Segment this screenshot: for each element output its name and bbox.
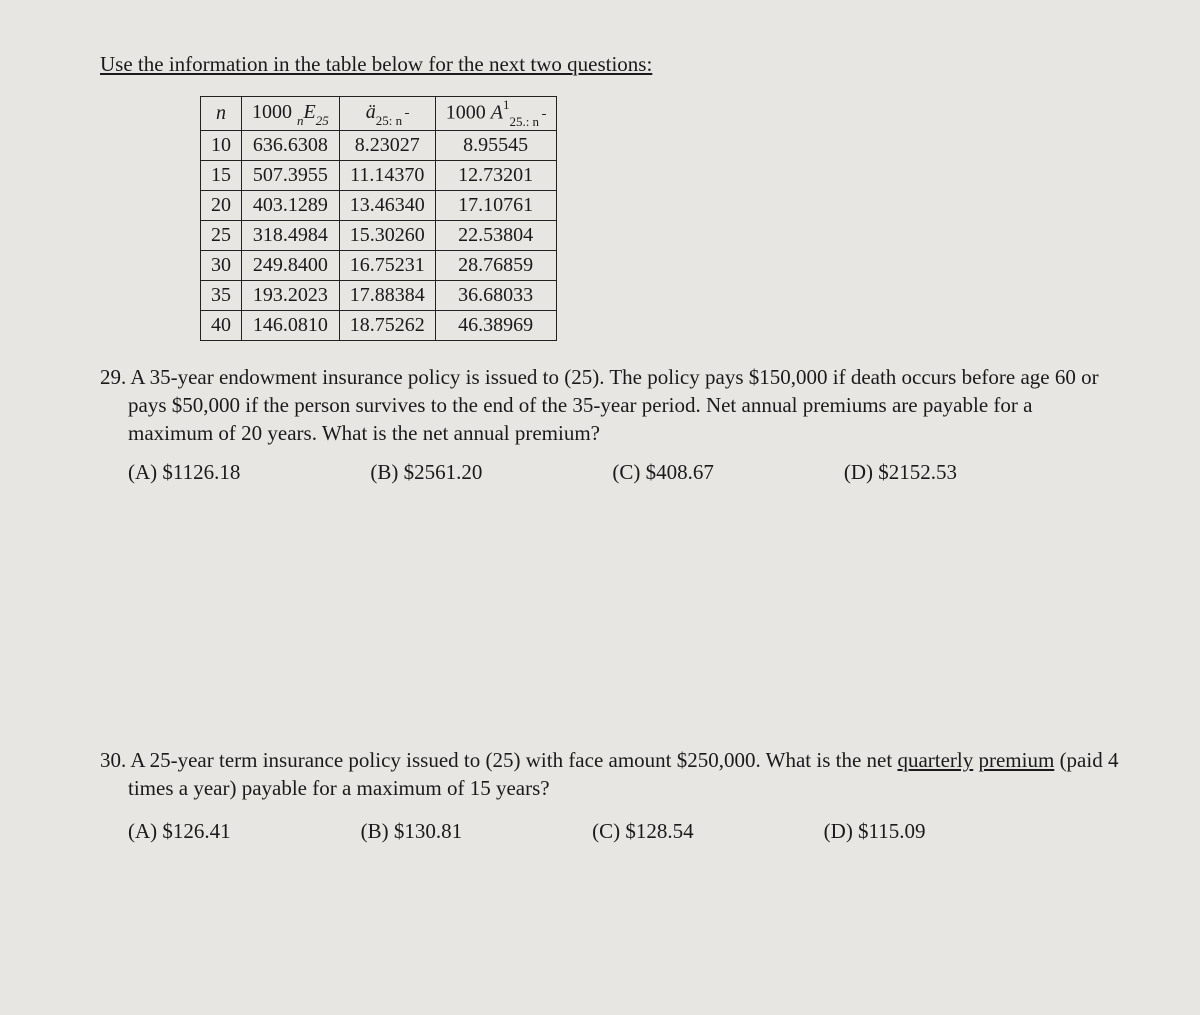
table-cell: 40: [201, 310, 242, 340]
table-cell: 35: [201, 280, 242, 310]
table-cell: 30: [201, 250, 242, 280]
table-cell: 13.46340: [339, 190, 435, 220]
table-cell: 20: [201, 190, 242, 220]
q30-opt-b: (B) $130.81: [361, 817, 463, 845]
table-row: 35193.202317.8838436.68033: [201, 280, 557, 310]
table-row: 30249.840016.7523128.76859: [201, 250, 557, 280]
table-cell: 46.38969: [435, 310, 556, 340]
table-cell: 15: [201, 160, 242, 190]
table-cell: 17.88384: [339, 280, 435, 310]
th-col3: 1000 A125.: n: [435, 97, 556, 130]
table-row: 25318.498415.3026022.53804: [201, 220, 557, 250]
table-cell: 36.68033: [435, 280, 556, 310]
table-cell: 318.4984: [242, 220, 340, 250]
table-cell: 28.76859: [435, 250, 556, 280]
th-col1: 1000 nE25: [242, 97, 340, 130]
table-cell: 17.10761: [435, 190, 556, 220]
table-cell: 193.2023: [242, 280, 340, 310]
table-row: 20403.128913.4634017.10761: [201, 190, 557, 220]
q30-options: (A) $126.41 (B) $130.81 (C) $128.54 (D) …: [100, 817, 1120, 845]
table-row: 15507.395511.1437012.73201: [201, 160, 557, 190]
table-cell: 12.73201: [435, 160, 556, 190]
table-cell: 249.8400: [242, 250, 340, 280]
table-cell: 22.53804: [435, 220, 556, 250]
table-cell: 8.95545: [435, 130, 556, 160]
question-30: 30. A 25-year term insurance policy issu…: [100, 746, 1120, 803]
q30-opt-a: (A) $126.41: [128, 817, 231, 845]
table-cell: 8.23027: [339, 130, 435, 160]
table-cell: 636.6308: [242, 130, 340, 160]
table-cell: 15.30260: [339, 220, 435, 250]
table-cell: 25: [201, 220, 242, 250]
q29-opt-c: (C) $408.67: [612, 458, 714, 486]
q30-text: A 25-year term insurance policy issued t…: [128, 748, 1118, 800]
q29-text: A 35-year endowment insurance policy is …: [128, 365, 1099, 446]
table-cell: 16.75231: [339, 250, 435, 280]
table-cell: 403.1289: [242, 190, 340, 220]
q30-opt-d: (D) $115.09: [824, 817, 926, 845]
table-cell: 146.0810: [242, 310, 340, 340]
table-cell: 18.75262: [339, 310, 435, 340]
table-cell: 10: [201, 130, 242, 160]
q29-opt-a: (A) $1126.18: [128, 458, 240, 486]
actuarial-table: n 1000 nE25 ä25: n 1000 A125.: n 10636.6…: [200, 96, 557, 340]
q29-opt-d: (D) $2152.53: [844, 458, 957, 486]
q30-number: 30.: [100, 748, 126, 772]
th-col2: ä25: n: [339, 97, 435, 130]
table-row: 40146.081018.7526246.38969: [201, 310, 557, 340]
table-body: 10636.63088.230278.9554515507.395511.143…: [201, 130, 557, 340]
table-cell: 11.14370: [339, 160, 435, 190]
instruction-text: Use the information in the table below f…: [100, 50, 1120, 78]
q30-opt-c: (C) $128.54: [592, 817, 694, 845]
th-n: n: [201, 97, 242, 130]
question-29: 29. A 35-year endowment insurance policy…: [100, 363, 1120, 448]
table-cell: 507.3955: [242, 160, 340, 190]
q29-options: (A) $1126.18 (B) $2561.20 (C) $408.67 (D…: [100, 458, 1120, 486]
q29-opt-b: (B) $2561.20: [370, 458, 482, 486]
q29-number: 29.: [100, 365, 126, 389]
table-row: 10636.63088.230278.95545: [201, 130, 557, 160]
